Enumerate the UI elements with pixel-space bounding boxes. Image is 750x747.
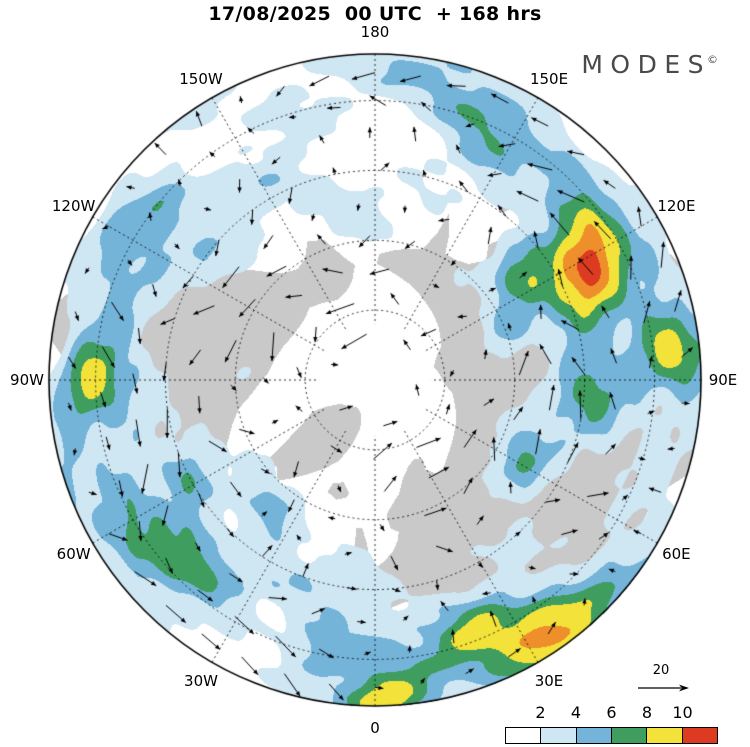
legend-color-cell-4 [647,728,683,743]
lon-label-30E: 30E [534,672,564,691]
legend-tick-2: 2 [535,703,546,722]
modes-logo-text: MODES [581,50,711,79]
legend-color-cell-2 [576,728,612,743]
page-title: 17/08/2025 00 UTC + 168 hrs [208,3,542,25]
legend-tick-10: 10 [672,703,693,722]
lon-label-120W: 120W [51,197,96,215]
lon-label-30W: 30W [184,672,218,691]
reference-arrow-label: 20 [652,663,670,678]
lon-label-150E: 150E [529,69,569,88]
lon-label-90E: 90E [708,371,738,389]
legend-color-cell-3 [611,728,648,743]
legend-color-cell-1 [541,728,577,743]
legend-tick-6: 6 [606,703,617,722]
legend-tick-4: 4 [570,703,582,722]
legend-color-cell-0 [506,728,542,743]
modes-logo: MODES© [581,50,718,79]
lon-label-0: 0 [370,719,380,737]
lon-label-60W: 60W [56,545,91,563]
lon-label-120E: 120E [657,197,696,215]
legend-tick-labels: 2 4 6 8 10 [505,703,718,725]
lon-label-90W: 90W [10,371,44,389]
lon-label-150W: 150W [179,69,223,88]
legend-tick-8: 8 [641,703,653,722]
lon-label-60E: 60E [662,545,691,563]
lon-label-180: 180 [360,23,390,41]
legend-colorbar [505,727,718,744]
modes-logo-copyright-icon: © [707,53,718,66]
reference-arrow-icon [638,684,689,692]
legend-color-cell-5 [682,728,717,743]
